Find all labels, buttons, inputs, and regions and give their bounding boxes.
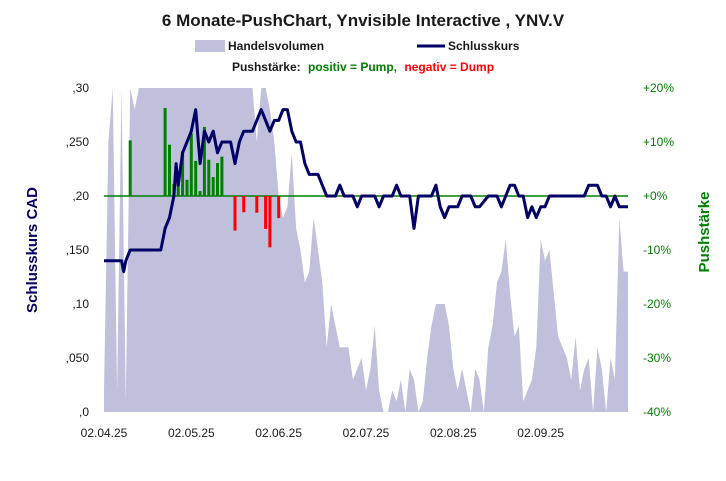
push-bar-negative (268, 196, 272, 248)
push-subtitle-negative: negativ = Dump (404, 60, 494, 74)
plot-area (104, 88, 628, 412)
right-tick-label: -10% (643, 243, 671, 257)
legend-volume-label: Handelsvolumen (228, 39, 324, 53)
close-price-line (104, 108, 628, 274)
push-bar-positive (211, 177, 215, 196)
right-tick-label: +10% (643, 135, 674, 149)
push-bar-positive (189, 133, 193, 196)
push-bar-positive (176, 178, 180, 196)
left-tick-label: ,30 (72, 81, 89, 95)
push-bar-positive (202, 126, 206, 196)
right-axis-label: Pushstärke (696, 192, 713, 273)
push-bar-positive (163, 108, 167, 196)
push-bar-positive (168, 144, 171, 196)
push-bar-positive (194, 160, 198, 196)
x-axis-ticks: 02.04.25 02.05.25 02.06.25 02.07.25 02.08.25… (81, 426, 565, 440)
left-axis-ticks: ,0 ,050 ,10 ,150 ,20 ,250 ,30 (66, 81, 90, 419)
right-axis-ticks: -40% -30% -20% -10% +0% +10% +20% (643, 81, 674, 419)
push-bar-negative (233, 196, 237, 231)
left-tick-label: ,250 (66, 135, 90, 149)
push-subtitle-positive: positiv = Pump, (308, 60, 397, 74)
push-bar-negative (255, 196, 259, 213)
chart-title: 6 Monate-PushChart, Ynvisible Interactiv… (162, 11, 565, 30)
x-tick-label: 02.05.25 (168, 426, 215, 440)
push-bar-negative (264, 196, 268, 229)
legend-volume-swatch (195, 40, 225, 52)
left-tick-label: ,0 (79, 405, 89, 419)
push-bar-positive (181, 151, 185, 196)
legend: Handelsvolumen Schlusskurs (195, 39, 520, 53)
x-tick-label: 02.09.25 (517, 426, 564, 440)
right-tick-label: +20% (643, 81, 674, 95)
push-bar-positive (198, 191, 202, 196)
legend-close-label: Schlusskurs (448, 39, 520, 53)
push-bar-negative (277, 196, 281, 219)
x-tick-label: 02.06.25 (255, 426, 302, 440)
x-tick-label: 02.04.25 (81, 426, 128, 440)
left-tick-label: ,150 (66, 243, 90, 257)
left-axis-label: Schlusskurs CAD (24, 187, 41, 313)
push-subtitle: Pushstärke: positiv = Pump, negativ = Du… (232, 60, 494, 74)
push-subtitle-prefix: Pushstärke: (232, 60, 301, 74)
right-tick-label: -20% (643, 297, 671, 311)
volume-area (104, 88, 628, 412)
right-tick-label: +0% (643, 189, 668, 203)
push-bar-negative (242, 196, 246, 213)
right-tick-label: -40% (643, 405, 671, 419)
push-bar-positive (185, 179, 189, 196)
push-bar-positive (216, 163, 219, 196)
push-bar-positive (207, 159, 211, 196)
right-tick-label: -30% (643, 351, 671, 365)
left-tick-label: ,20 (72, 189, 89, 203)
left-tick-label: ,050 (66, 351, 90, 365)
x-tick-label: 02.08.25 (430, 426, 477, 440)
x-tick-label: 02.07.25 (343, 426, 390, 440)
left-tick-label: ,10 (72, 297, 89, 311)
push-bar-positive (128, 140, 132, 196)
push-bar-positive (220, 156, 224, 196)
